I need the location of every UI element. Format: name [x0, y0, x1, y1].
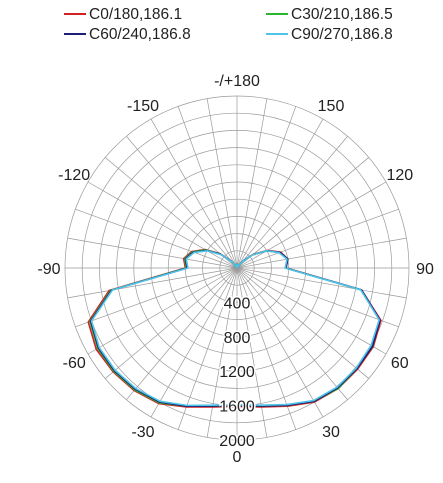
grid-spoke — [67, 237, 238, 269]
grid-spoke — [236, 267, 297, 430]
grid-spoke — [236, 267, 387, 355]
grid-spoke — [150, 118, 238, 269]
grid-spoke — [236, 106, 297, 269]
grid-spoke — [236, 267, 268, 438]
angle-label: 0 — [233, 449, 242, 466]
legend-item-c90: C90/270,186.8 — [266, 26, 393, 44]
legend-swatch-c0 — [64, 12, 86, 15]
angle-label: 120 — [386, 167, 413, 184]
legend-label-c90: C90/270,186.8 — [291, 26, 393, 43]
radial-label: 400 — [224, 295, 251, 312]
grid-spoke — [150, 267, 238, 418]
legend-label-c30: C30/210,186.5 — [291, 6, 393, 23]
grid-spoke — [236, 267, 324, 418]
polar-grid — [64, 95, 410, 441]
legend-item-c0: C0/180,186.1 — [64, 6, 182, 24]
grid-spoke — [177, 106, 238, 269]
grid-spoke — [105, 157, 238, 269]
grid-spoke — [236, 98, 268, 269]
series-line-3 — [90, 250, 381, 407]
angle-label: -90 — [37, 261, 60, 278]
grid-spoke — [126, 136, 238, 269]
grid-spoke — [236, 267, 348, 400]
grid-spoke — [75, 267, 238, 328]
grid-spoke — [236, 118, 324, 269]
grid-spoke — [67, 267, 238, 299]
grid-spoke — [87, 267, 238, 355]
grid-spoke — [206, 98, 238, 269]
angle-label: -150 — [127, 98, 159, 115]
radial-label: 1200 — [219, 364, 255, 381]
radial-label: 2000 — [219, 433, 255, 450]
grid-spoke — [75, 208, 238, 269]
radial-label: 1600 — [219, 399, 255, 416]
grid-spoke — [236, 181, 387, 269]
grid-spoke — [236, 208, 399, 269]
grid-spoke — [177, 267, 238, 430]
angle-label: -30 — [131, 424, 154, 441]
legend-swatch-c90 — [266, 32, 288, 35]
legend-swatch-c60 — [64, 32, 86, 35]
legend-item-c30: C30/210,186.5 — [266, 6, 393, 24]
legend-swatch-c30 — [266, 12, 288, 15]
angle-label: 60 — [391, 355, 409, 372]
grid-spoke — [236, 267, 369, 379]
radial-label: 800 — [224, 330, 251, 347]
angle-label: 30 — [322, 424, 340, 441]
grid-spoke — [236, 136, 348, 269]
grid-spoke — [126, 267, 238, 400]
grid-spoke — [236, 267, 407, 299]
grid-spoke — [236, 237, 407, 269]
grid-spoke — [236, 267, 399, 328]
grid-spoke — [236, 157, 369, 269]
grid-spoke — [87, 181, 238, 269]
angle-label: 150 — [318, 98, 345, 115]
axis-labels: -/+180 150 120 90 60 30 0 -30 -60 -90 -120 -150 400 8… — [37, 73, 434, 466]
grid-spoke — [206, 267, 238, 438]
legend-label-c0: C0/180,186.1 — [89, 6, 183, 23]
intensity-curves — [87, 248, 382, 408]
angle-label: -/+180 — [214, 73, 260, 90]
legend-label-c60: C60/240,186.8 — [89, 26, 191, 43]
angle-label: -60 — [63, 355, 86, 372]
angle-label: -120 — [58, 167, 90, 184]
grid-spoke — [105, 267, 238, 379]
legend-item-c60: C60/240,186.8 — [64, 26, 191, 44]
angle-label: 90 — [416, 261, 434, 278]
